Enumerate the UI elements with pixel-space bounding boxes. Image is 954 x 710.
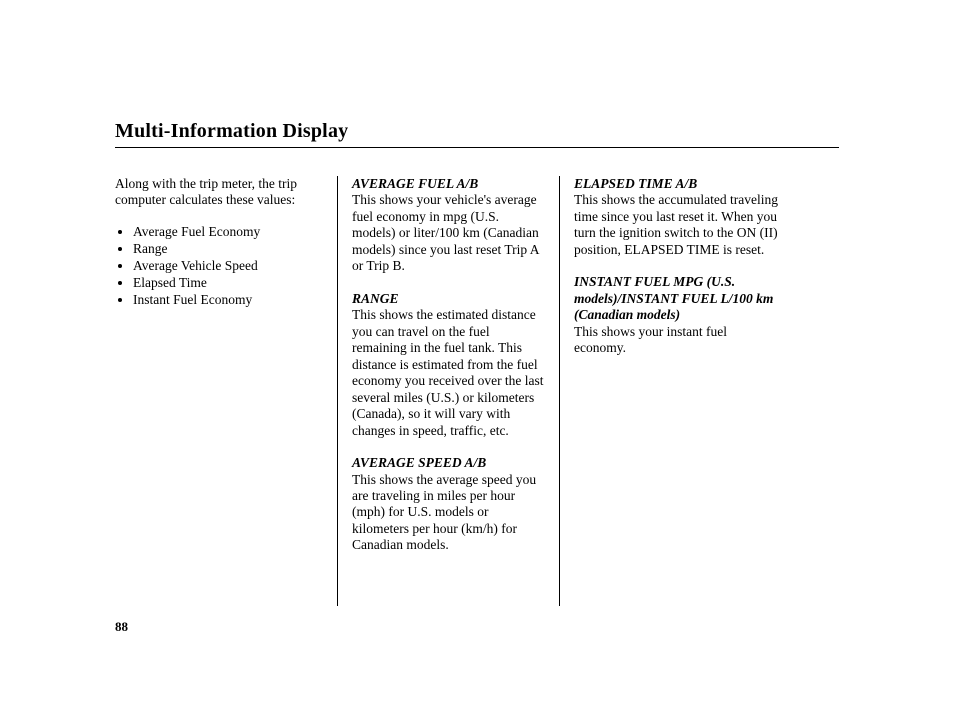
section-body: This shows the estimated distance you ca… xyxy=(352,307,544,437)
page-title: Multi-Information Display xyxy=(115,120,839,148)
column-3: ELAPSED TIME A/B This shows the accumula… xyxy=(559,176,781,606)
instant-fuel-section: INSTANT FUEL MPG (U.S. models)/INSTANT F… xyxy=(574,274,781,356)
section-body: This shows the average speed you are tra… xyxy=(352,472,536,553)
section-heading: RANGE xyxy=(352,291,399,306)
intro-text: Along with the trip meter, the trip comp… xyxy=(115,176,317,209)
list-item: Instant Fuel Economy xyxy=(133,291,317,308)
avg-speed-section: AVERAGE SPEED A/B This shows the average… xyxy=(352,455,545,554)
manual-page: Multi-Information Display Along with the… xyxy=(0,0,954,710)
values-list: Average Fuel Economy Range Average Vehic… xyxy=(115,223,317,308)
list-item: Range xyxy=(133,240,317,257)
column-1: Along with the trip meter, the trip comp… xyxy=(115,176,337,606)
list-item: Elapsed Time xyxy=(133,274,317,291)
avg-fuel-section: AVERAGE FUEL A/B This shows your vehicle… xyxy=(352,176,545,275)
section-heading: AVERAGE SPEED A/B xyxy=(352,455,486,470)
section-heading: AVERAGE FUEL A/B xyxy=(352,176,478,191)
content-columns: Along with the trip meter, the trip comp… xyxy=(115,176,839,606)
elapsed-time-section: ELAPSED TIME A/B This shows the accumula… xyxy=(574,176,781,258)
section-heading: ELAPSED TIME A/B xyxy=(574,176,697,191)
section-body: This shows your vehicle's average fuel e… xyxy=(352,192,539,273)
column-2: AVERAGE FUEL A/B This shows your vehicle… xyxy=(337,176,559,606)
section-body: This shows the accumulated traveling tim… xyxy=(574,192,778,256)
section-body: This shows your instant fuel economy. xyxy=(574,324,727,355)
section-heading: INSTANT FUEL MPG (U.S. models)/INSTANT F… xyxy=(574,274,773,322)
list-item: Average Vehicle Speed xyxy=(133,257,317,274)
page-number: 88 xyxy=(115,619,128,635)
range-section: RANGE This shows the estimated distance … xyxy=(352,291,545,439)
list-item: Average Fuel Economy xyxy=(133,223,317,240)
